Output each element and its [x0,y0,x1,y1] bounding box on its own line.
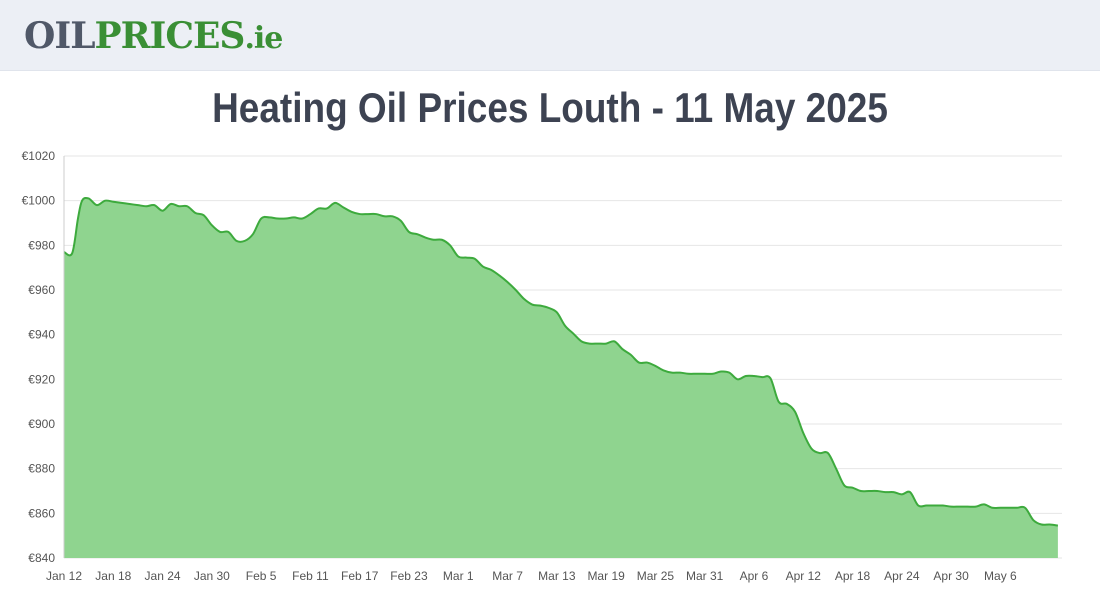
x-tick-label: Jan 12 [46,569,82,583]
page-title: Heating Oil Prices Louth - 11 May 2025 [212,84,888,131]
x-tick-label: Jan 30 [194,569,230,583]
x-tick-label: Apr 30 [933,569,969,583]
x-tick-label: Feb 17 [341,569,379,583]
x-tick-label: Feb 23 [390,569,428,583]
y-tick-label: €1020 [22,149,56,163]
y-tick-label: €960 [28,283,55,297]
x-tick-label: Apr 6 [740,569,769,583]
y-tick-label: €1000 [22,194,56,208]
x-tick-label: Mar 19 [587,569,625,583]
y-tick-label: €880 [28,462,55,476]
price-area-fill [64,197,1058,558]
x-tick-label: May 6 [984,569,1017,583]
x-tick-label: Apr 24 [884,569,920,583]
y-tick-label: €900 [28,417,55,431]
x-tick-label: Apr 12 [786,569,822,583]
y-tick-label: €920 [28,372,55,386]
x-tick-label: Jan 18 [95,569,131,583]
x-tick-label: Mar 31 [686,569,724,583]
price-chart: €1020 €1000 €980 €960 €940 €920 €900 €880 €860 €8… [22,149,1062,583]
x-tick-label: Jan 24 [145,569,181,583]
price-line [63,196,1059,527]
x-tick-label: Apr 18 [835,569,871,583]
x-axis: Jan 12 Jan 18 Jan 24 Jan 30 Feb 5 Feb 11 Feb 1… [46,569,1017,583]
logo-part-domain: .ie [244,21,283,56]
x-tick-label: Mar 13 [538,569,576,583]
x-tick-label: Mar 25 [637,569,675,583]
y-tick-label: €840 [28,551,55,565]
site-header: OILPRICES.ie [0,0,1100,71]
x-tick-label: Feb 5 [246,569,277,583]
chart-area-layer [63,196,1059,558]
y-tick-label: €860 [28,506,55,520]
y-axis: €1020 €1000 €980 €960 €940 €920 €900 €880 €860 €8… [22,149,65,565]
site-logo[interactable]: OILPRICES.ie [24,14,283,61]
logo-part-oil: OIL [24,15,96,57]
x-tick-label: Mar 1 [443,569,474,583]
x-tick-label: Mar 7 [492,569,523,583]
x-tick-label: Feb 11 [292,569,329,583]
logo-part-prices: PRICES [94,15,246,57]
y-tick-label: €980 [28,238,55,252]
y-tick-label: €940 [28,328,55,342]
